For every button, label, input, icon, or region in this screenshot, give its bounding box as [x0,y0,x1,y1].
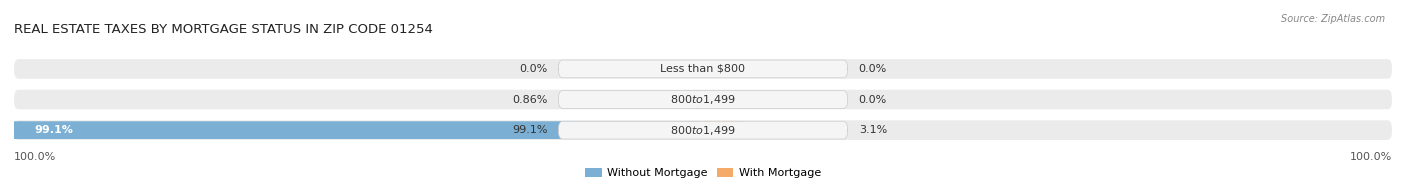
Text: 3.1%: 3.1% [859,125,887,135]
FancyBboxPatch shape [14,120,1392,140]
Text: 0.0%: 0.0% [859,64,887,74]
Text: $800 to $1,499: $800 to $1,499 [671,93,735,106]
Text: 100.0%: 100.0% [1350,152,1392,162]
FancyBboxPatch shape [14,90,1392,109]
FancyBboxPatch shape [558,121,848,139]
FancyBboxPatch shape [558,91,848,108]
Text: 0.86%: 0.86% [512,94,547,104]
FancyBboxPatch shape [692,91,703,108]
Text: Less than $800: Less than $800 [661,64,745,74]
Text: 0.0%: 0.0% [519,64,547,74]
FancyBboxPatch shape [558,60,848,78]
Text: $800 to $1,499: $800 to $1,499 [671,124,735,137]
FancyBboxPatch shape [703,121,745,139]
Text: 99.1%: 99.1% [35,125,73,135]
Text: Source: ZipAtlas.com: Source: ZipAtlas.com [1281,14,1385,24]
Text: 100.0%: 100.0% [14,152,56,162]
Text: 0.0%: 0.0% [859,94,887,104]
Text: REAL ESTATE TAXES BY MORTGAGE STATUS IN ZIP CODE 01254: REAL ESTATE TAXES BY MORTGAGE STATUS IN … [14,23,433,36]
Legend: Without Mortgage, With Mortgage: Without Mortgage, With Mortgage [581,163,825,183]
FancyBboxPatch shape [0,121,703,139]
FancyBboxPatch shape [14,59,1392,79]
Text: 99.1%: 99.1% [512,125,547,135]
